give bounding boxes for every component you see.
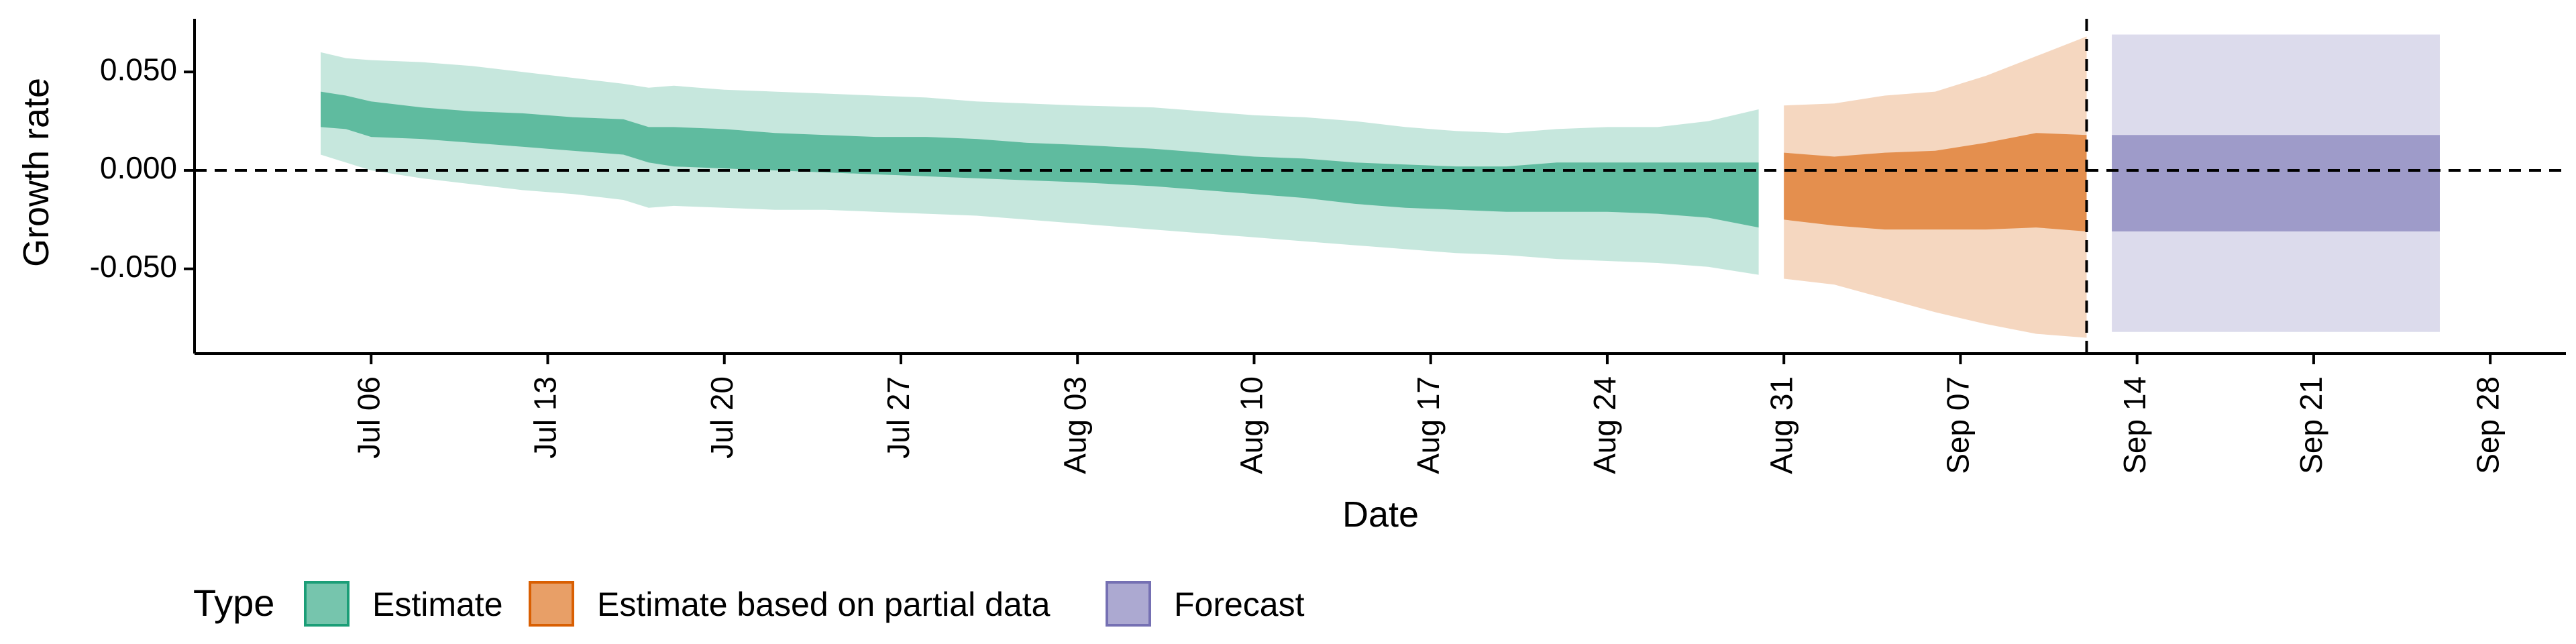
x-tick-label: Jul 20	[704, 376, 739, 459]
x-tick-label: Sep 07	[1941, 376, 1976, 474]
x-axis-ticks: Jul 06 Jul 13 Jul 20 Jul 27 Aug 03 Aug 10 Aug …	[351, 354, 2505, 474]
legend-title: Type	[193, 582, 274, 624]
forecast-inner-band	[2112, 135, 2440, 231]
x-tick-label: Aug 10	[1234, 376, 1269, 474]
legend: Type Estimate Estimate based on partial d…	[193, 581, 1305, 627]
y-axis-ticks: -0.050 0.000 0.050	[90, 52, 195, 284]
x-tick-label: Aug 03	[1057, 376, 1092, 474]
x-tick-label: Jul 06	[351, 376, 386, 459]
x-axis-label: Date	[1342, 494, 1419, 535]
legend-swatch-estimate-based-on-partial-data	[529, 581, 574, 627]
estimate-based-on-partial-data-inner-band	[1784, 133, 2087, 231]
legend-label-forecast: Forecast	[1174, 586, 1305, 623]
x-tick-label: Sep 21	[2294, 376, 2328, 474]
ribbon-layer	[321, 34, 2440, 338]
legend-swatch-estimate	[304, 581, 350, 627]
x-tick-label: Aug 17	[1411, 376, 1446, 474]
x-tick-label: Aug 24	[1587, 376, 1622, 474]
y-axis-label: Growth rate	[16, 78, 56, 267]
legend-label-estimate: Estimate	[372, 586, 503, 623]
x-tick-label: Jul 27	[881, 376, 916, 459]
x-tick-label: Aug 31	[1764, 376, 1799, 474]
x-tick-label: Sep 14	[2117, 376, 2152, 474]
legend-label-estimate-based-on-partial-data: Estimate based on partial data	[597, 586, 1051, 623]
y-tick-label: -0.050	[90, 249, 177, 284]
estimate-inner-band	[321, 91, 1759, 228]
x-tick-label: Jul 13	[528, 376, 563, 459]
legend-swatch-forecast	[1106, 581, 1151, 627]
x-tick-label: Sep 28	[2470, 376, 2505, 474]
y-tick-label: 0.000	[100, 150, 177, 185]
legend-items: Estimate Estimate based on partial data Fo…	[304, 581, 1305, 627]
y-tick-label: 0.050	[100, 52, 177, 87]
